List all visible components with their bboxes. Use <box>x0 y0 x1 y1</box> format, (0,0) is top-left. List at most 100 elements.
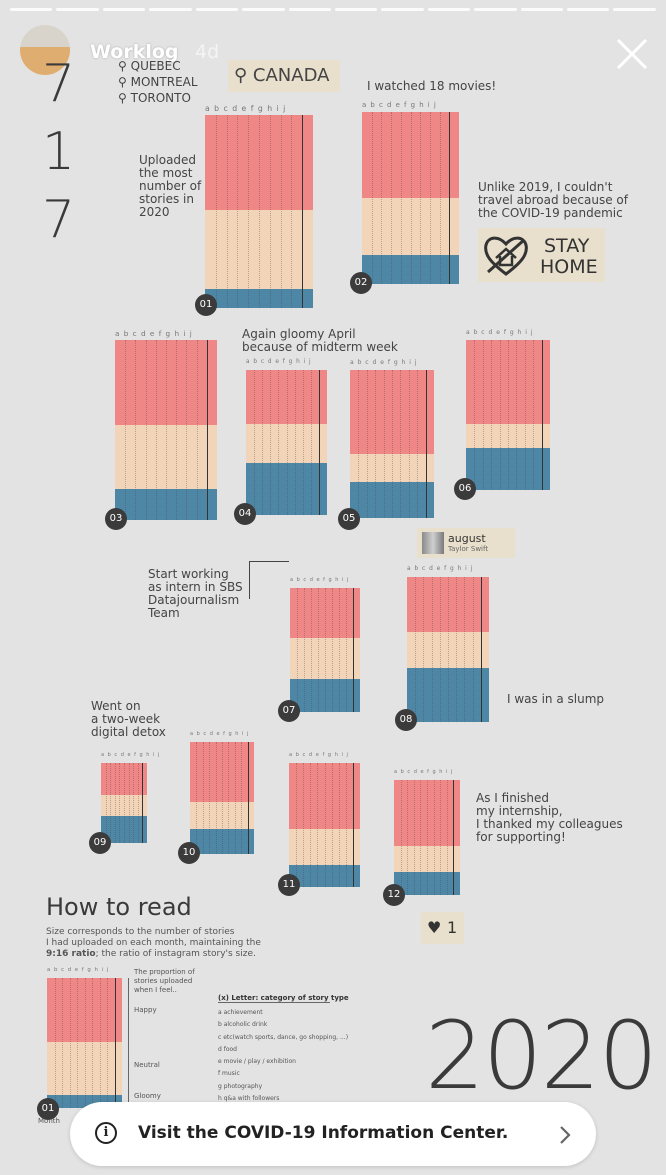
category-divider <box>391 112 392 284</box>
category-line <box>319 370 320 515</box>
category-divider <box>129 763 130 843</box>
likes-count: 1 <box>447 918 458 937</box>
category-line <box>115 978 116 1108</box>
neutral-segment <box>115 425 217 489</box>
avatar[interactable] <box>20 25 70 75</box>
annotation-uploaded: Uploaded the most number of stories in 2… <box>139 153 202 219</box>
happy-segment <box>246 370 327 424</box>
category-line <box>453 780 454 895</box>
progress-segment <box>56 8 99 11</box>
month-number: 12 <box>383 884 405 906</box>
category-divider <box>325 588 326 712</box>
category-divider <box>110 763 111 843</box>
progress-segment <box>474 8 517 11</box>
stay-text: STAY <box>544 235 590 257</box>
month-number: 04 <box>234 503 256 525</box>
neutral-label: Neutral <box>134 1061 160 1069</box>
category-divider <box>203 742 204 854</box>
progress-segment <box>149 8 192 11</box>
category-divider <box>281 115 282 308</box>
category-line <box>142 763 143 843</box>
category-divider <box>440 112 441 284</box>
category-line <box>449 112 450 284</box>
category-divider <box>400 370 401 518</box>
neutral-segment <box>350 454 434 482</box>
category-divider <box>332 763 333 887</box>
category-divider <box>227 115 228 308</box>
month-bar <box>246 370 327 515</box>
category-divider <box>311 370 312 515</box>
song-title: august <box>448 532 486 545</box>
category-divider <box>392 370 393 518</box>
legend-item: h q&a with followers <box>218 1095 280 1103</box>
gloomy-segment <box>190 829 254 854</box>
progress-segment <box>102 8 146 11</box>
category-divider <box>270 115 271 308</box>
category-divider <box>483 340 484 490</box>
legend-item: c etc(watch sports, dance, go shopping, … <box>218 1033 349 1041</box>
legend-list: a achievement b alcoholic drink c etc(watc… <box>218 1007 348 1105</box>
category-divider <box>291 115 292 308</box>
category-divider <box>135 340 136 520</box>
category-divider <box>384 370 385 518</box>
category-divider <box>303 763 304 887</box>
category-line <box>542 340 543 490</box>
category-divider <box>415 577 416 722</box>
close-icon[interactable] <box>614 36 650 72</box>
location-pin-icon: ⚲ <box>118 91 127 105</box>
username[interactable]: Worklog <box>90 41 179 63</box>
category-divider <box>367 370 368 518</box>
neutral-segment <box>246 424 327 463</box>
album-cover <box>422 532 444 554</box>
city-item: ⚲ MONTREAL <box>118 75 198 89</box>
happy-segment <box>466 340 550 424</box>
category-divider <box>216 115 217 308</box>
chevron-right-icon <box>560 1126 571 1144</box>
month-bar <box>290 588 360 712</box>
gloomy-segment <box>407 668 489 722</box>
covid-info-center-button[interactable]: i Visit the COVID-19 Information Center. <box>70 1102 596 1166</box>
happy-segment <box>350 370 434 454</box>
category-divider <box>381 112 382 284</box>
annotation-line <box>249 561 289 562</box>
category-divider <box>310 763 311 887</box>
happy-segment <box>290 588 360 638</box>
legend-item: a achievement <box>218 1009 263 1016</box>
month-label: Month <box>38 1117 60 1125</box>
month-bar <box>289 763 360 887</box>
category-divider <box>434 780 435 895</box>
neutral-segment <box>394 846 460 872</box>
how-to-read-desc: Size corresponds to the number of storie… <box>46 927 261 959</box>
category-divider <box>106 763 107 843</box>
country-tag: ⚲ CANADA <box>228 60 340 92</box>
category-letters: a b c d e f g h i j <box>246 359 312 365</box>
day-digit: 7 <box>42 54 76 114</box>
proportion-label: The proportion of stories uploaded when … <box>134 968 195 994</box>
gloomy-segment <box>394 872 460 895</box>
gloomy-segment <box>290 679 360 712</box>
category-divider <box>262 370 263 515</box>
month-bar <box>350 370 434 518</box>
neutral-segment <box>289 829 360 865</box>
category-divider <box>508 340 509 490</box>
day-digit: 7 <box>42 190 76 250</box>
category-divider <box>254 370 255 515</box>
category-divider <box>304 588 305 712</box>
category-letters: a b c d e f g h i j <box>290 577 350 583</box>
category-divider <box>176 340 177 520</box>
happy-segment <box>115 340 217 425</box>
annotation-movies: I watched 18 movies! <box>367 79 497 93</box>
month-bar <box>205 115 313 308</box>
year-title: 2020 <box>425 1002 658 1111</box>
category-divider <box>55 978 56 1108</box>
category-divider <box>241 742 242 854</box>
month-number: 10 <box>178 842 200 864</box>
category-divider <box>62 978 63 1108</box>
happy-segment <box>407 577 489 632</box>
gloomy-segment <box>289 865 360 887</box>
category-divider <box>248 115 249 308</box>
category-divider <box>372 112 373 284</box>
neutral-segment <box>407 632 489 668</box>
category-divider <box>401 112 402 284</box>
happy-segment <box>47 978 122 1042</box>
